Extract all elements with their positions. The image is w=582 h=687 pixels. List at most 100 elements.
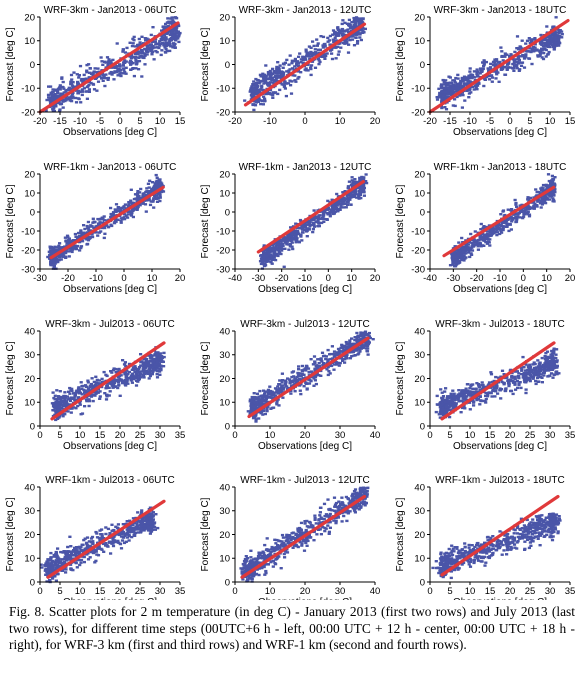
data-point	[139, 187, 143, 191]
data-point	[281, 73, 286, 76]
data-point	[134, 384, 139, 387]
data-point	[555, 31, 559, 34]
data-point	[70, 407, 74, 410]
x-tick-label: -10	[263, 116, 277, 127]
data-point	[63, 391, 67, 394]
data-point	[49, 260, 53, 263]
data-point	[546, 173, 551, 176]
data-point	[334, 206, 338, 210]
data-point	[310, 54, 314, 58]
data-point	[467, 75, 471, 79]
data-point	[536, 54, 540, 57]
data-point	[170, 20, 174, 23]
data-point	[335, 192, 339, 196]
data-point	[447, 93, 451, 96]
data-point	[479, 245, 483, 248]
data-point	[58, 405, 62, 409]
data-point	[262, 82, 266, 85]
y-tick-label: -30	[216, 264, 230, 275]
data-point	[479, 228, 483, 231]
data-point	[153, 40, 157, 43]
data-point	[253, 104, 258, 107]
data-point	[123, 51, 127, 54]
data-point	[275, 80, 279, 83]
data-point	[464, 252, 468, 255]
x-tick-label: -30	[33, 273, 47, 284]
data-point	[137, 367, 141, 371]
data-point	[445, 93, 449, 96]
data-point	[133, 370, 137, 373]
data-point	[531, 200, 535, 204]
data-point	[312, 384, 316, 387]
data-point	[299, 235, 303, 238]
data-point	[509, 216, 513, 219]
data-point	[135, 197, 139, 200]
data-point	[268, 82, 272, 85]
data-point	[321, 35, 326, 39]
data-point	[112, 380, 117, 384]
data-point	[532, 50, 536, 53]
x-tick-label: -10	[73, 116, 87, 127]
data-point	[512, 62, 516, 65]
data-point	[102, 370, 106, 374]
data-point	[299, 60, 303, 64]
data-point	[151, 46, 155, 50]
data-point	[536, 200, 540, 203]
data-point	[61, 80, 65, 84]
data-point	[78, 249, 82, 252]
data-point	[124, 372, 128, 375]
data-point	[93, 385, 97, 388]
data-point	[347, 180, 351, 183]
data-point	[540, 56, 544, 59]
data-point	[548, 35, 553, 38]
data-point	[97, 383, 101, 387]
data-point	[57, 415, 61, 418]
data-point	[328, 372, 332, 375]
data-point	[445, 91, 450, 94]
data-point	[82, 87, 86, 90]
data-point	[343, 358, 347, 361]
data-point	[496, 71, 500, 74]
data-point	[325, 52, 329, 55]
data-point	[462, 75, 467, 78]
data-point	[540, 203, 544, 206]
data-point	[77, 236, 81, 239]
data-point	[60, 406, 64, 410]
data-point	[509, 228, 513, 231]
data-point	[125, 375, 129, 378]
data-point	[95, 89, 99, 92]
data-point	[134, 60, 138, 63]
data-point	[542, 51, 546, 55]
data-point	[345, 22, 349, 25]
data-point	[333, 32, 337, 35]
data-point	[77, 386, 81, 389]
data-point	[109, 370, 113, 373]
data-point	[465, 89, 469, 92]
data-point	[158, 190, 162, 193]
data-point	[515, 35, 520, 38]
data-point	[447, 75, 451, 78]
data-point	[317, 51, 321, 54]
y-tick-label: 20	[24, 12, 35, 23]
data-point	[547, 50, 551, 54]
data-point	[441, 95, 445, 98]
data-point	[98, 395, 102, 398]
data-point	[493, 59, 498, 63]
data-point	[466, 243, 470, 246]
data-point	[169, 17, 173, 20]
data-point	[437, 87, 441, 90]
data-point	[61, 255, 65, 259]
data-point	[520, 61, 524, 64]
data-point	[439, 84, 443, 88]
data-point	[91, 73, 95, 77]
data-point	[325, 368, 329, 371]
data-point	[481, 61, 485, 64]
data-point	[115, 42, 119, 45]
data-point	[119, 219, 123, 223]
data-point	[514, 58, 518, 61]
y-axis-label: Forecast [deg C]	[5, 27, 16, 101]
data-point	[95, 378, 99, 382]
data-point	[299, 58, 303, 61]
data-point	[541, 57, 546, 61]
data-point	[114, 203, 119, 206]
